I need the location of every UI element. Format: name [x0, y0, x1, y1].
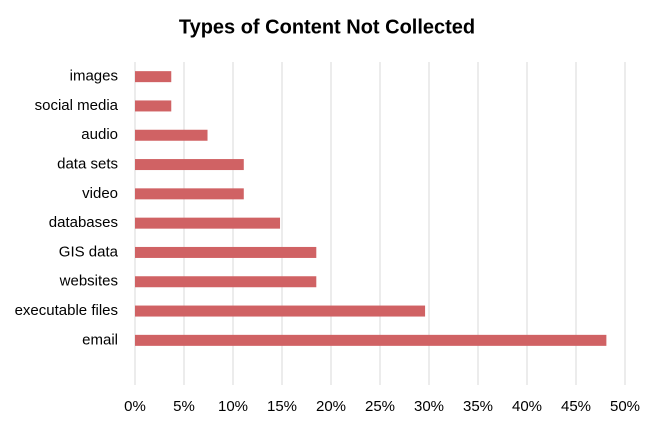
y-tick-label: email — [82, 331, 118, 348]
y-tick-label: data sets — [57, 156, 118, 173]
x-tick-label: 0% — [124, 398, 146, 415]
x-tick-label: 10% — [218, 398, 248, 415]
bar — [135, 246, 317, 258]
y-tick-label: GIS data — [59, 243, 119, 260]
y-tick-label: databases — [49, 214, 118, 231]
chart-title: Types of Content Not Collected — [179, 16, 475, 38]
x-tick-label: 50% — [610, 398, 640, 415]
y-tick-label: executable files — [15, 302, 118, 319]
x-tick-label: 30% — [414, 398, 444, 415]
bar — [135, 305, 426, 317]
bar — [135, 188, 244, 200]
x-tick-label: 45% — [561, 398, 591, 415]
bar — [135, 276, 317, 288]
y-tick-label: websites — [59, 273, 118, 290]
x-tick-label: 40% — [512, 398, 542, 415]
y-tick-label: social media — [35, 97, 119, 114]
x-tick-label: 20% — [316, 398, 346, 415]
y-tick-label: images — [70, 68, 118, 85]
bar — [135, 129, 208, 141]
bar — [135, 100, 172, 112]
bar — [135, 71, 172, 83]
x-tick-label: 15% — [267, 398, 297, 415]
x-tick-label: 35% — [463, 398, 493, 415]
bar — [135, 159, 244, 171]
bar — [135, 334, 607, 346]
bar — [135, 217, 281, 229]
x-tick-label: 5% — [173, 398, 195, 415]
y-tick-label: audio — [81, 126, 118, 143]
x-tick-label: 25% — [365, 398, 395, 415]
y-tick-label: video — [82, 185, 118, 202]
